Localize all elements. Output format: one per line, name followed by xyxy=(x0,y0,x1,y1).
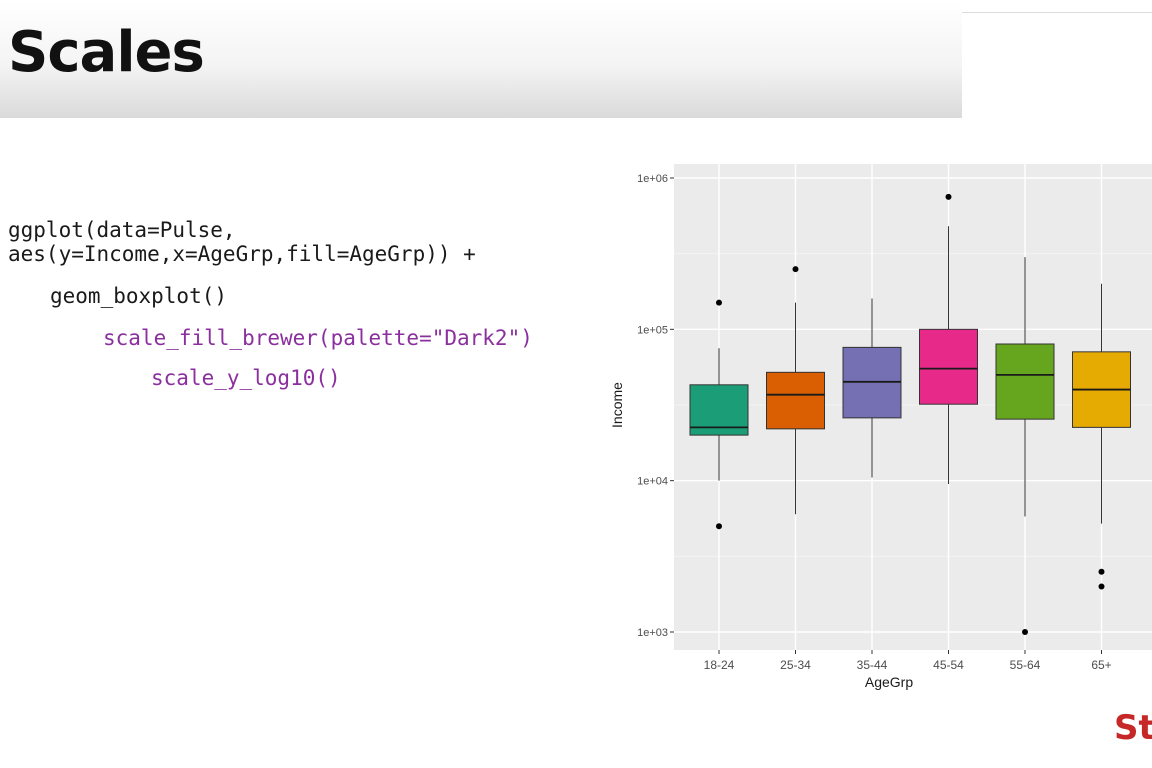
x-tick-label: 45-54 xyxy=(933,658,964,672)
y-tick-label: 1e+03 xyxy=(637,627,668,639)
box-45-54 xyxy=(919,328,978,405)
outlier-point xyxy=(1098,583,1105,590)
y-axis-title: Income xyxy=(609,382,625,428)
code-line-5: scale_y_log10() xyxy=(151,366,341,390)
box-25-34 xyxy=(766,371,825,430)
x-tick-label: 55-64 xyxy=(1010,658,1041,672)
x-tick-label: 65+ xyxy=(1091,658,1111,672)
title-bar xyxy=(0,0,962,118)
x-tick-label: 35-44 xyxy=(857,658,888,672)
x-axis-title: AgeGrp xyxy=(865,674,913,690)
y-tick-label: 1e+04 xyxy=(637,476,668,488)
outlier-point xyxy=(945,193,952,200)
x-tick-label: 25-34 xyxy=(780,658,811,672)
outlier-point xyxy=(716,523,722,530)
x-tick-label: 18-24 xyxy=(704,658,735,672)
code-line-4: scale_fill_brewer(palette="Dark2") xyxy=(103,326,533,350)
outlier-point xyxy=(1022,629,1028,635)
outlier-point xyxy=(792,266,799,273)
slide-title: Scales xyxy=(8,20,205,85)
top-right-divider xyxy=(962,12,1152,13)
brand-logo-text: St xyxy=(1114,708,1152,748)
outlier-point xyxy=(1098,568,1105,575)
boxplot-chart: 1e+03 1e+04 1e+05 1e+06 18-24 25-34 35-44 45-54… xyxy=(609,164,1152,690)
code-line-1: ggplot(data=Pulse, xyxy=(8,218,236,242)
code-line-3: geom_boxplot() xyxy=(50,284,228,308)
outlier-point xyxy=(716,299,722,306)
code-line-2: aes(y=Income,x=AgeGrp,fill=AgeGrp)) + xyxy=(8,242,476,266)
box-55-64 xyxy=(995,343,1055,420)
y-tick-label: 1e+06 xyxy=(637,173,668,185)
y-tick-label: 1e+05 xyxy=(637,324,668,336)
